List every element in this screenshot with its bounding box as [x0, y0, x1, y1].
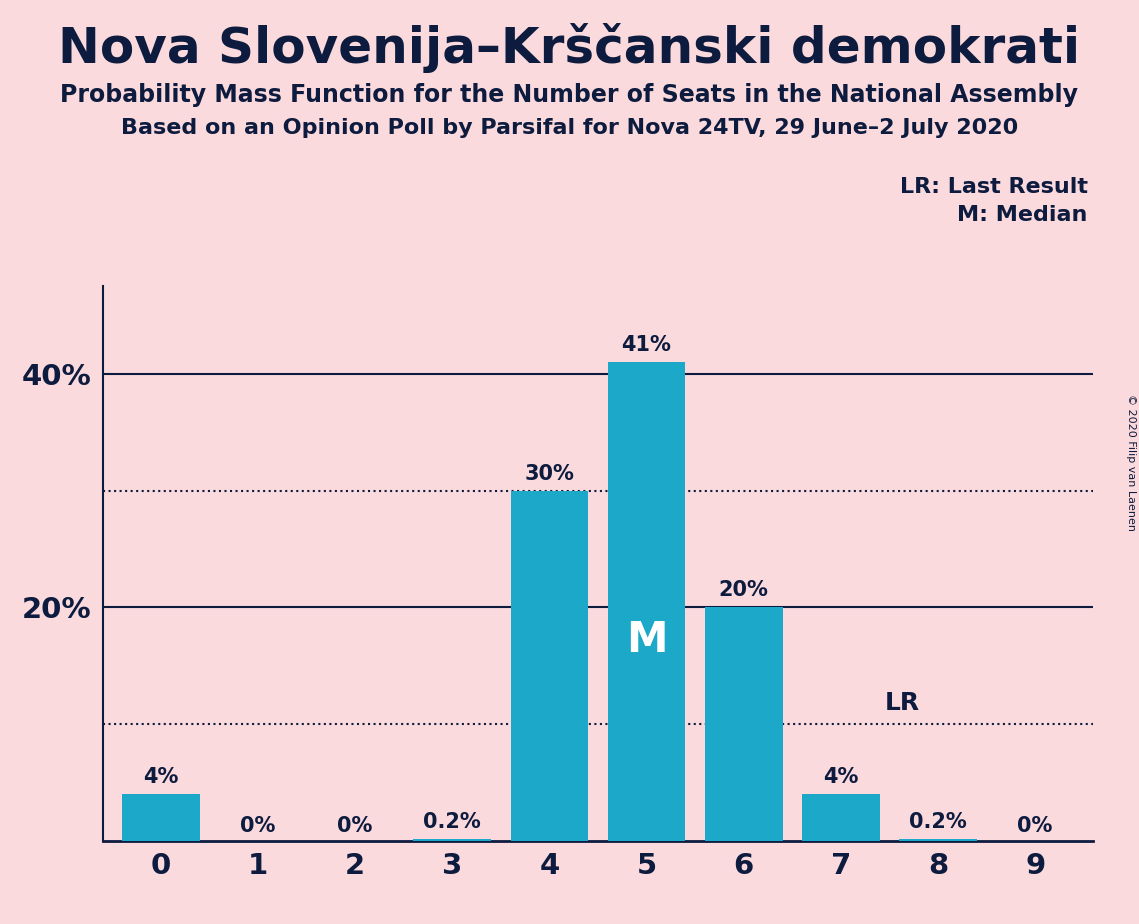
Text: Probability Mass Function for the Number of Seats in the National Assembly: Probability Mass Function for the Number…	[60, 83, 1079, 107]
Text: M: M	[625, 619, 667, 661]
Text: LR: LR	[885, 691, 919, 715]
Text: 41%: 41%	[622, 335, 672, 356]
Bar	[705, 607, 782, 841]
Text: 0%: 0%	[1017, 816, 1052, 836]
Bar	[802, 794, 879, 841]
Text: 0.2%: 0.2%	[909, 811, 967, 832]
Text: 20%: 20%	[719, 580, 769, 601]
Text: 4%: 4%	[144, 767, 179, 787]
Text: 0%: 0%	[240, 816, 276, 836]
Text: 0%: 0%	[337, 816, 372, 836]
Bar	[899, 838, 977, 841]
Text: Nova Slovenija–Krščanski demokrati: Nova Slovenija–Krščanski demokrati	[58, 23, 1081, 73]
Text: M: Median: M: Median	[958, 205, 1088, 225]
Bar	[413, 838, 491, 841]
Text: Based on an Opinion Poll by Parsifal for Nova 24TV, 29 June–2 July 2020: Based on an Opinion Poll by Parsifal for…	[121, 118, 1018, 139]
Text: 0.2%: 0.2%	[424, 811, 481, 832]
Text: 4%: 4%	[823, 767, 859, 787]
Text: 30%: 30%	[524, 464, 574, 483]
Text: © 2020 Filip van Laenen: © 2020 Filip van Laenen	[1126, 394, 1136, 530]
Bar	[122, 794, 199, 841]
Bar	[608, 362, 686, 841]
Text: LR: Last Result: LR: Last Result	[900, 177, 1088, 198]
Bar	[510, 491, 588, 841]
